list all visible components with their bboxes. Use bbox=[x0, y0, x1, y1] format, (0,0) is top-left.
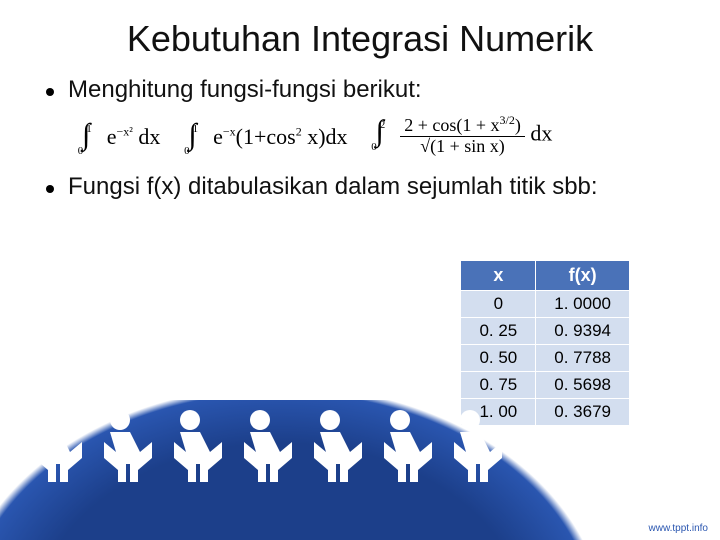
formula-3: ∫20 2 + cos(1 + x3/2) √(1 + sin x) dx bbox=[376, 114, 553, 157]
formula-2: ∫10 e−x(1+cos2 x)dx bbox=[188, 118, 347, 152]
bullet-1: Menghitung fungsi-fungsi berikut: bbox=[40, 76, 680, 104]
cell-x: 0 bbox=[461, 291, 536, 318]
cell-fx: 0. 9394 bbox=[536, 318, 630, 345]
table-row: 0. 750. 5698 bbox=[461, 372, 630, 399]
formula-2-integrand: e−x(1+cos2 x)dx bbox=[213, 124, 347, 149]
data-table: x f(x) 01. 0000 0. 250. 9394 0. 500. 778… bbox=[460, 260, 630, 426]
table-row: 1. 000. 3679 bbox=[461, 399, 630, 426]
table-header-row: x f(x) bbox=[461, 261, 630, 291]
table-header-x: x bbox=[461, 261, 536, 291]
formula-3-num: 2 + cos(1 + x3/2) bbox=[400, 114, 525, 137]
cell-fx: 0. 3679 bbox=[536, 399, 630, 426]
bullet-2: Fungsi f(x) ditabulasikan dalam sejumlah… bbox=[40, 173, 680, 201]
bullet-dot bbox=[46, 185, 54, 193]
cell-x: 0. 50 bbox=[461, 345, 536, 372]
formula-1-integrand: e−x² dx bbox=[107, 124, 161, 149]
slide-title: Kebutuhan Integrasi Numerik bbox=[40, 18, 680, 60]
cell-x: 0. 25 bbox=[461, 318, 536, 345]
formula-row: ∫10 e−x² dx ∫10 e−x(1+cos2 x)dx ∫20 2 + … bbox=[82, 114, 680, 157]
data-table-wrap: x f(x) 01. 0000 0. 250. 9394 0. 500. 778… bbox=[460, 260, 630, 426]
cell-fx: 0. 7788 bbox=[536, 345, 630, 372]
table-row: 0. 250. 9394 bbox=[461, 318, 630, 345]
formula-3-suffix: dx bbox=[525, 120, 553, 145]
cell-fx: 1. 0000 bbox=[536, 291, 630, 318]
formula-1: ∫10 e−x² dx bbox=[82, 118, 160, 152]
table-header-fx: f(x) bbox=[536, 261, 630, 291]
cell-fx: 0. 5698 bbox=[536, 372, 630, 399]
bullet-1-text: Menghitung fungsi-fungsi berikut: bbox=[68, 76, 422, 104]
table-row: 01. 0000 bbox=[461, 291, 630, 318]
cell-x: 1. 00 bbox=[461, 399, 536, 426]
cell-x: 0. 75 bbox=[461, 372, 536, 399]
credit-text: www.tppt.info bbox=[649, 523, 708, 534]
bullet-2-text: Fungsi f(x) ditabulasikan dalam sejumlah… bbox=[68, 173, 598, 201]
table-row: 0. 500. 7788 bbox=[461, 345, 630, 372]
bullet-dot bbox=[46, 88, 54, 96]
formula-3-den: √(1 + sin x) bbox=[416, 137, 509, 157]
